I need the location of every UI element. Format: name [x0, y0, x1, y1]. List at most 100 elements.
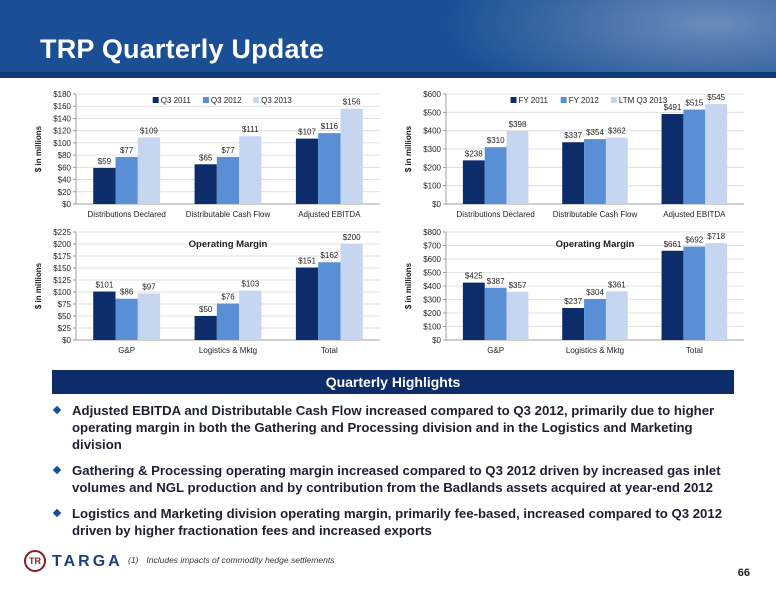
highlight-text: Logistics and Marketing division operati… — [72, 506, 723, 538]
data-label: $357 — [509, 281, 527, 290]
targa-logo: TR TARGA — [24, 548, 124, 578]
data-label: $77 — [221, 146, 235, 155]
y-tick-label: $800 — [423, 228, 441, 237]
footnote-text: Includes impacts of commodity hedge sett… — [146, 555, 335, 565]
title-banner: TRP Quarterly Update — [0, 0, 776, 78]
bar — [340, 244, 363, 340]
bar — [239, 290, 262, 340]
bar — [506, 131, 529, 204]
bar — [115, 298, 138, 340]
y-axis-title: $ in millions — [34, 262, 43, 309]
legend-swatch — [560, 97, 567, 103]
y-tick-label: $200 — [423, 163, 441, 172]
chart-annual-operating-margin: $0 $100 $200 $300 $400 $500 $600 $700 $800 $ in m… — [404, 228, 744, 355]
data-label: $545 — [707, 93, 725, 102]
chart-title: Operating Margin — [189, 239, 268, 250]
page-title: TRP Quarterly Update — [40, 34, 325, 64]
data-label: $162 — [320, 251, 338, 260]
data-label: $237 — [564, 297, 582, 306]
x-tick-label: Distributable Cash Flow — [186, 210, 271, 219]
data-label: $387 — [487, 277, 505, 286]
y-tick-label: $500 — [423, 269, 441, 278]
bar — [683, 246, 706, 340]
data-label: $718 — [707, 232, 725, 241]
data-label: $337 — [564, 131, 582, 140]
data-label: $76 — [221, 293, 235, 302]
x-tick-label: Distributable Cash Flow — [553, 210, 638, 219]
y-tick-label: $160 — [53, 102, 71, 111]
bar — [462, 282, 485, 340]
y-tick-label: $300 — [423, 296, 441, 305]
bar — [562, 142, 585, 204]
bar — [683, 109, 706, 204]
y-tick-label: $140 — [53, 114, 71, 123]
diamond-bullet-icon — [52, 508, 62, 518]
bar — [295, 138, 319, 204]
footnote: (1) Includes impacts of commodity hedge s… — [128, 555, 334, 565]
chart-quarterly-cash-flow: $0 $20 $40 $60 $80 $100 $120 $140 $160 $180 $ in m… — [34, 90, 380, 219]
bar — [194, 316, 217, 340]
bar — [584, 139, 606, 204]
y-tick-label: $180 — [53, 90, 71, 99]
y-tick-label: $700 — [423, 242, 441, 251]
data-label: $425 — [465, 272, 483, 281]
page-number: 66 — [737, 567, 750, 579]
y-tick-label: $100 — [53, 139, 71, 148]
y-axis-title: $ in millions — [404, 262, 413, 309]
targa-wordmark: TARGA — [52, 553, 123, 570]
x-tick-label: Adjusted EBITDA — [298, 210, 361, 219]
legend-label: Q3 2011 — [161, 96, 192, 105]
data-label: $361 — [608, 280, 626, 289]
targa-logo-icon: TR — [24, 550, 46, 572]
y-tick-label: $40 — [58, 176, 72, 185]
highlights-list: Adjusted EBITDA and Distributable Cash F… — [52, 402, 742, 548]
bar — [605, 137, 628, 204]
chart-annual-cash-flow: $0 $100 $200 $300 $400 $500 $600 $ in millions $… — [404, 90, 744, 219]
y-axis-title: $ in millions — [34, 125, 43, 172]
y-tick-label: $20 — [58, 188, 72, 197]
bar — [584, 298, 606, 340]
legend-label: Q3 2013 — [261, 96, 292, 105]
data-label: $50 — [199, 305, 213, 314]
data-label: $238 — [465, 149, 483, 158]
data-label: $661 — [664, 240, 682, 249]
data-label: $111 — [242, 125, 259, 134]
bar — [562, 308, 585, 340]
banner-rule — [0, 72, 776, 78]
data-label: $304 — [586, 288, 604, 297]
legend-swatch — [202, 97, 209, 103]
y-tick-label: $80 — [58, 151, 72, 160]
y-tick-label: $60 — [58, 163, 72, 172]
y-tick-label: $200 — [53, 240, 71, 249]
data-label: $156 — [343, 98, 361, 107]
y-tick-label: $75 — [58, 300, 72, 309]
y-tick-label: $400 — [423, 127, 441, 136]
bar — [216, 156, 240, 204]
bar — [137, 137, 161, 204]
data-label: $86 — [120, 288, 134, 297]
y-tick-label: $600 — [423, 255, 441, 264]
y-tick-label: $100 — [423, 182, 441, 191]
bar — [318, 133, 341, 204]
x-tick-label: Distributions Declared — [457, 210, 535, 219]
legend-swatch — [152, 97, 159, 103]
bar — [661, 250, 684, 340]
y-tick-label: $100 — [53, 288, 71, 297]
y-tick-label: $0 — [62, 336, 71, 345]
y-tick-label: $100 — [423, 323, 441, 332]
legend-swatch — [610, 97, 617, 103]
banner-highlight — [416, 0, 776, 78]
y-tick-label: $400 — [423, 282, 441, 291]
y-axis-title: $ in millions — [404, 125, 413, 172]
bar — [705, 243, 728, 340]
diamond-bullet-icon — [52, 405, 62, 415]
data-label: $97 — [142, 282, 156, 291]
x-tick-label: Adjusted EBITDA — [663, 210, 726, 219]
x-tick-label: Total — [321, 346, 338, 355]
y-tick-label: $600 — [423, 90, 441, 99]
bar — [318, 262, 341, 340]
bar — [216, 303, 240, 340]
y-tick-label: $300 — [423, 145, 441, 154]
data-label: $109 — [140, 126, 158, 135]
bar — [239, 136, 262, 204]
